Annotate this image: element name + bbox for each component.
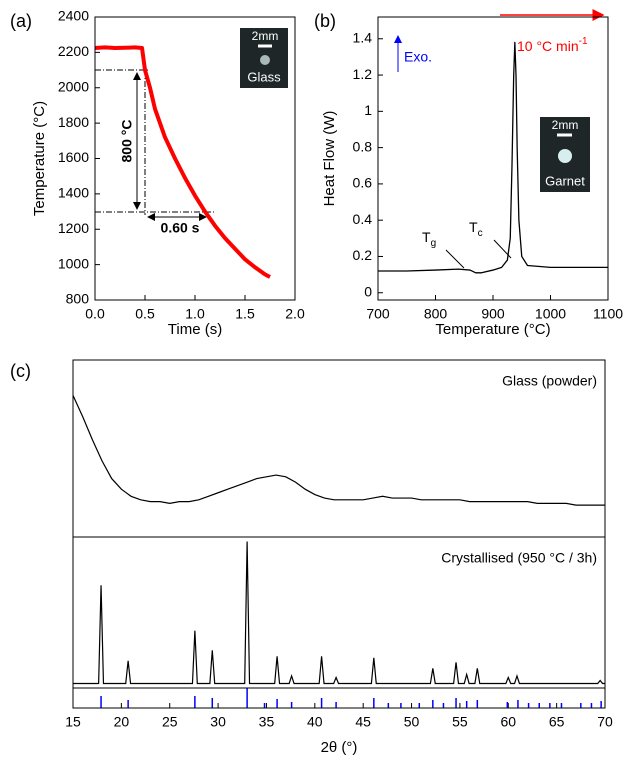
x-tick-label: 30	[210, 714, 226, 730]
x-tick-label: 45	[355, 714, 371, 730]
y-tick-label: 2200	[58, 43, 89, 59]
y-tick-label: 1800	[58, 114, 89, 130]
plot-frame	[94, 16, 296, 301]
y-axis-title: Heat Flow (W)	[321, 111, 338, 207]
x-tick-label: 55	[452, 714, 468, 730]
data-line	[72, 395, 605, 506]
annotation-text: Exo.	[404, 49, 432, 65]
y-tick-label: 0.4	[353, 211, 373, 227]
annotation-text: 10 °C min-1	[517, 36, 588, 54]
tc-sub: c	[478, 228, 483, 239]
x-tick-label: 15	[65, 714, 81, 730]
x-axis-title: Time (s)	[168, 321, 222, 338]
x-tick-label: 1100	[593, 306, 623, 322]
panel-name: Glass (powder)	[502, 373, 597, 389]
x-tick-label: 1.5	[235, 306, 255, 322]
y-tick-label: 1.4	[353, 29, 373, 45]
y-tick-label: 1.2	[353, 66, 373, 82]
x-tick-label: 35	[259, 714, 275, 730]
x-tick-label: 700	[366, 306, 390, 322]
x-tick-label: 0.0	[85, 306, 105, 322]
y-tick-label: 1200	[58, 220, 89, 236]
inset-label: Glass	[247, 69, 281, 84]
x-tick-label: 800	[424, 306, 448, 322]
y-tick-label: 1400	[58, 185, 89, 201]
annotation-text: 0.60 s	[161, 220, 200, 236]
data-line	[73, 541, 605, 685]
y-tick-label: 0.2	[353, 247, 373, 263]
inset-scale: 2mm	[552, 118, 579, 132]
y-tick-label: 2000	[58, 78, 89, 94]
y-tick-label: 0	[364, 283, 372, 299]
rate: 10 °C min	[517, 38, 579, 54]
y-axis-title: Temperature (°C)	[31, 101, 48, 216]
inset-scale: 2mm	[252, 29, 279, 43]
x-tick-label: 0.5	[135, 306, 155, 322]
tc: T	[469, 219, 478, 235]
data-line	[94, 45, 271, 279]
x-tick-label: 70	[597, 714, 613, 730]
x-axis-title: 2θ (°)	[321, 739, 358, 756]
x-tick-label: 40	[307, 714, 323, 730]
annotation-text: 800 °C	[119, 120, 135, 163]
plot-frame	[72, 359, 606, 709]
annotation-a: 800 °C 0.60 s 2mm Glass	[95, 28, 288, 236]
tg: T	[422, 229, 431, 245]
plot-frame	[377, 16, 609, 301]
annotation-b: Exo. 10 °C min-1 Tg Tc 2mm Garnet	[394, 9, 605, 269]
x-tick-label: 65	[549, 714, 565, 730]
annotation-text: Tc	[469, 219, 483, 239]
data-line	[378, 41, 608, 274]
panel-name: Crystallised (950 °C / 3h)	[441, 550, 597, 566]
panel-label: (a)	[10, 11, 32, 31]
x-tick-label: 1000	[535, 306, 566, 322]
x-tick-label: 25	[162, 714, 178, 730]
panel-label: (b)	[314, 11, 336, 31]
y-tick-label: 1000	[58, 255, 89, 271]
annotation-text: Tg	[422, 229, 436, 249]
inset-label: Garnet	[545, 173, 585, 188]
y-tick-label: 1600	[58, 149, 89, 165]
x-tick-label: 2.0	[285, 306, 305, 322]
x-tick-label: 20	[114, 714, 130, 730]
y-tick-label: 1	[364, 102, 372, 118]
y-tick-label: 800	[66, 291, 90, 307]
x-tick-label: 1.0	[185, 306, 205, 322]
x-tick-label: 900	[481, 306, 505, 322]
x-tick-label: 60	[500, 714, 516, 730]
panel-label: (c)	[10, 361, 31, 381]
y-tick-label: 2400	[58, 8, 89, 24]
x-axis-title: Temperature (°C)	[435, 321, 550, 338]
rate-exponent: -1	[579, 36, 588, 47]
y-tick-label: 0.8	[353, 138, 373, 154]
x-tick-label: 50	[404, 714, 420, 730]
tg-sub: g	[431, 238, 437, 249]
y-tick-label: 0.6	[353, 175, 373, 191]
